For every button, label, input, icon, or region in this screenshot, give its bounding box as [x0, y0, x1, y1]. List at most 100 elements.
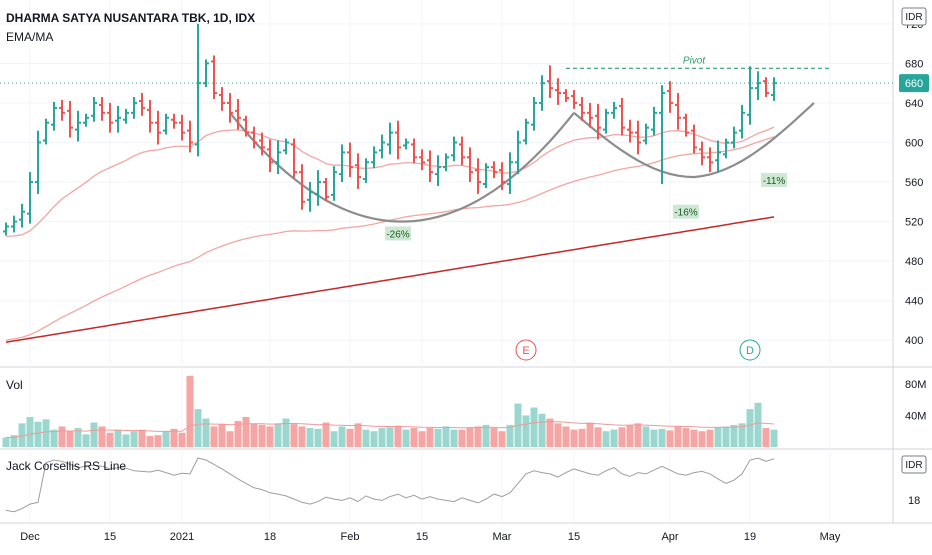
price-bar [35, 130, 41, 194]
price-bar [243, 115, 249, 137]
price-bar [67, 100, 73, 138]
time-tick-label: 18 [264, 531, 276, 543]
volume-bar [578, 428, 586, 447]
volume-bar [106, 432, 114, 447]
annotation-text: -26% [386, 229, 409, 240]
volume-bar [618, 427, 626, 447]
volume-bar [458, 429, 466, 447]
time-tick-label: Apr [661, 531, 678, 543]
price-bar [91, 96, 97, 122]
volume-bar [250, 423, 258, 447]
last-price-text: 660 [905, 78, 923, 90]
volume-bar [634, 423, 642, 447]
last-price-badge: 660 [899, 74, 929, 93]
volume-bar [498, 431, 506, 447]
volume-bar [74, 428, 82, 447]
volume-bar [314, 428, 322, 447]
price-tick-label: 600 [905, 137, 923, 149]
price-bar [11, 215, 17, 233]
price-tick-label: 560 [905, 177, 923, 189]
volume-bar [98, 426, 106, 447]
volume-bar [530, 407, 538, 447]
price-bar [739, 104, 745, 139]
price-bar [139, 93, 145, 116]
price-bar [179, 114, 185, 141]
volume-bar [642, 426, 650, 447]
volume-bar [234, 420, 242, 447]
price-bar [411, 138, 417, 164]
volume-bar [58, 426, 66, 447]
rs-line-label: Jack Corsellis RS Line [6, 459, 126, 473]
volume-bar [594, 427, 602, 447]
price-bar [531, 96, 537, 131]
volume-bar [722, 426, 730, 447]
time-tick-label: 15 [416, 531, 428, 543]
price-tick-label: 400 [905, 335, 923, 347]
price-bar [731, 126, 737, 149]
currency-badge: IDR [901, 7, 927, 26]
volume-pane [2, 375, 778, 447]
price-bar [347, 142, 353, 178]
price-bar [307, 182, 313, 212]
volume-bar [178, 432, 186, 447]
volume-bar [746, 409, 754, 447]
price-bar [427, 150, 433, 183]
volume-bar [290, 424, 298, 447]
price-bar [515, 130, 521, 175]
price-bar [587, 102, 593, 128]
price-bar [251, 126, 257, 149]
price-bar [259, 132, 265, 156]
volume-bar [410, 428, 418, 447]
chart-title: DHARMA SATYA NUSANTARA TBK, 1D, IDX [6, 11, 255, 25]
currency-text: IDR [905, 12, 922, 23]
event-letter: D [746, 345, 754, 357]
volume-bar [562, 426, 570, 447]
event-marker: D [739, 339, 761, 361]
volume-bar [338, 426, 346, 447]
price-bar [363, 158, 369, 184]
cup-right-curve [573, 102, 815, 179]
volume-bar [66, 431, 74, 447]
volume-bar [194, 409, 202, 447]
price-bar [443, 153, 449, 172]
volume-bar [26, 417, 34, 447]
price-tick-label: 440 [905, 296, 923, 308]
volume-bar [386, 427, 394, 447]
volume-bar [146, 435, 154, 447]
volume-bar [698, 431, 706, 447]
price-bar [379, 134, 385, 159]
price-bar [755, 71, 761, 100]
volume-bar [466, 427, 474, 447]
price-bar [563, 89, 569, 102]
price-bar [467, 147, 473, 183]
price-bar [27, 172, 33, 224]
price-bar [395, 120, 401, 160]
price-bar [683, 113, 689, 137]
volume-bar [42, 419, 50, 447]
price-bar [211, 55, 217, 99]
price-bar [51, 101, 57, 131]
volume-bar [2, 437, 10, 447]
time-tick-label: Mar [493, 531, 512, 543]
volume-bar [218, 424, 226, 447]
volume-bar [162, 431, 170, 447]
price-bar [451, 136, 457, 162]
price-bar [547, 65, 553, 98]
price-bar [691, 124, 697, 154]
ma200-line [5, 216, 775, 343]
price-bar [523, 118, 529, 145]
price-bar [163, 113, 169, 135]
price-bar [579, 96, 585, 121]
rs-tick-label: 18 [908, 495, 920, 507]
price-bar [195, 23, 201, 157]
price-bar [219, 87, 225, 111]
price-bar [483, 163, 489, 188]
volume-bar [666, 430, 674, 447]
volume-bar [426, 428, 434, 447]
price-bar [763, 77, 769, 97]
price-bar [419, 149, 425, 171]
price-bar [115, 105, 121, 133]
volume-bar [242, 417, 250, 447]
rs-currency-text: IDR [905, 460, 922, 471]
